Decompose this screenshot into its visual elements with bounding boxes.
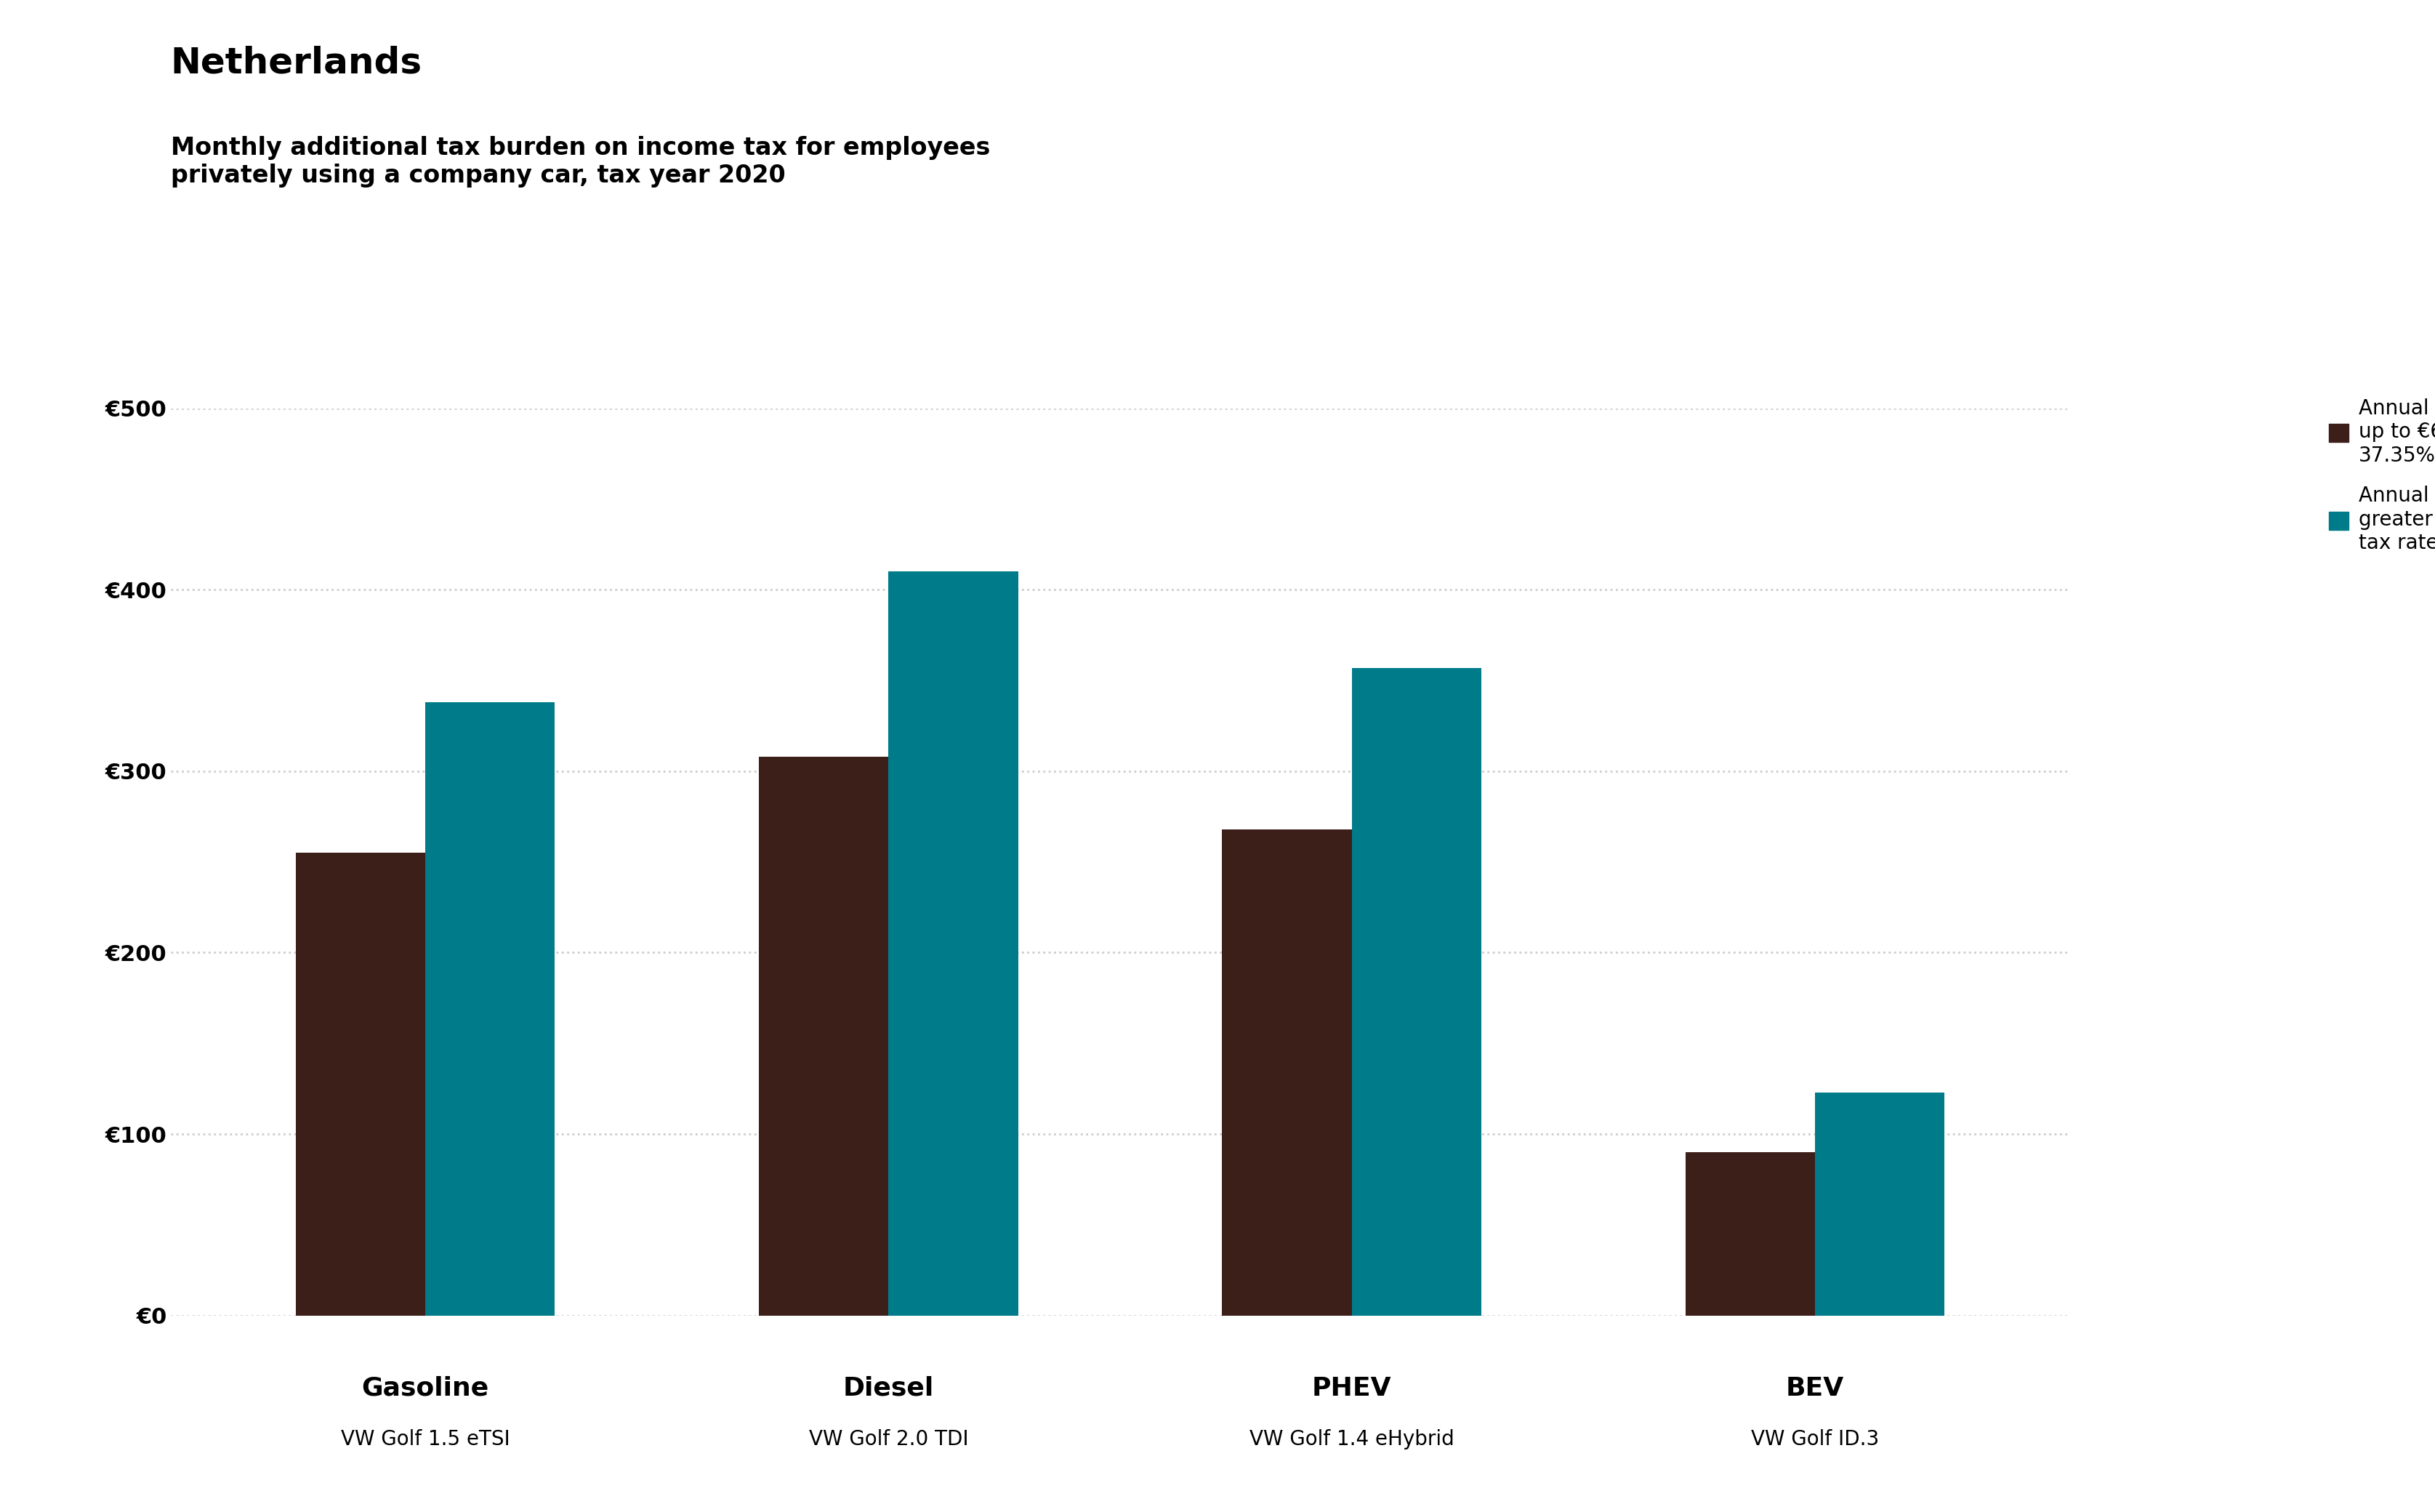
Bar [760, 756, 889, 1315]
Legend: Annual taxable income
up to €68,508, tax rate
37.35%, Annual taxable income
grea: Annual taxable income up to €68,508, tax… [2321, 390, 2435, 561]
Bar [1351, 668, 1480, 1315]
Bar [295, 853, 426, 1315]
Text: Diesel: Diesel [843, 1376, 935, 1400]
Text: Gasoline: Gasoline [360, 1376, 489, 1400]
Bar [426, 702, 555, 1315]
Text: VW Golf 1.5 eTSI: VW Golf 1.5 eTSI [341, 1429, 509, 1448]
Text: VW Golf 2.0 TDI: VW Golf 2.0 TDI [808, 1429, 969, 1448]
Bar [1814, 1092, 1946, 1315]
Text: PHEV: PHEV [1312, 1376, 1390, 1400]
Text: VW Golf 1.4 eHybrid: VW Golf 1.4 eHybrid [1249, 1429, 1454, 1448]
Text: BEV: BEV [1785, 1376, 1843, 1400]
Text: Netherlands: Netherlands [170, 45, 421, 80]
Text: Monthly additional tax burden on income tax for employees
privately using a comp: Monthly additional tax burden on income … [170, 136, 991, 187]
Bar [1222, 829, 1351, 1315]
Text: VW Golf ID.3: VW Golf ID.3 [1751, 1429, 1880, 1448]
Bar [889, 572, 1018, 1315]
Bar [1685, 1152, 1814, 1315]
